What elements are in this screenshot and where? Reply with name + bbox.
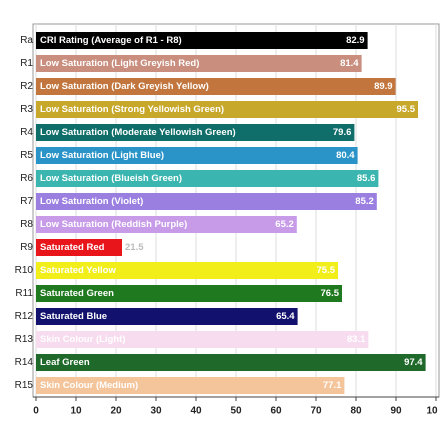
category-label: R11 — [15, 288, 33, 299]
bar-name: Saturated Red — [40, 242, 105, 253]
bar — [36, 32, 368, 49]
bar — [36, 193, 377, 210]
category-label: R1 — [20, 58, 33, 69]
category-label: R14 — [15, 357, 34, 368]
category-label: Ra — [20, 35, 33, 46]
bar-name: Leaf Green — [40, 357, 90, 368]
bar-name: Low Saturation (Strong Yellowish Green) — [40, 104, 224, 115]
bar-name: Low Saturation (Reddish Purple) — [40, 219, 187, 230]
value-label: 85.6 — [357, 173, 376, 184]
value-label: 89.9 — [374, 81, 393, 92]
value-label: 83.1 — [347, 334, 366, 345]
value-label: 77.1 — [323, 380, 342, 391]
category-label: R6 — [20, 173, 33, 184]
x-tick-label: 60 — [270, 406, 282, 417]
bar — [36, 331, 369, 348]
bar-name: CRI Rating (Average of R1 - R8) — [40, 35, 182, 46]
category-label: R12 — [15, 311, 34, 322]
value-label: 76.5 — [321, 288, 340, 299]
bar — [36, 101, 418, 118]
category-label: R13 — [15, 334, 34, 345]
bar-name: Skin Colour (Light) — [40, 334, 126, 345]
bar-name: Skin Colour (Medium) — [40, 380, 138, 391]
bar-name: Low Saturation (Moderate Yellowish Green… — [40, 127, 236, 138]
x-tick-label: 50 — [230, 406, 242, 417]
bar-name: Saturated Blue — [40, 311, 107, 322]
x-tick-label: 40 — [190, 406, 202, 417]
bar-name: Saturated Green — [40, 288, 114, 299]
bar-name: Low Saturation (Light Blue) — [40, 150, 164, 161]
x-tick-label: 30 — [150, 406, 162, 417]
bar — [36, 216, 297, 233]
bar — [36, 285, 342, 302]
bar — [36, 308, 298, 325]
x-tick-label: 70 — [310, 406, 322, 417]
category-label: R4 — [20, 127, 33, 138]
value-label: 97.4 — [404, 357, 423, 368]
x-tick-label: 20 — [110, 406, 122, 417]
x-tick-label: 80 — [350, 406, 362, 417]
x-tick-label: 10 — [426, 406, 438, 417]
category-label: R7 — [20, 196, 33, 207]
value-label: 95.5 — [397, 104, 416, 115]
bar — [36, 354, 426, 371]
value-label: 75.5 — [317, 265, 336, 276]
value-label: 85.2 — [355, 196, 374, 207]
value-label: 80.4 — [336, 150, 355, 161]
value-label: 81.4 — [340, 58, 359, 69]
bar — [36, 124, 355, 141]
category-label: R2 — [20, 81, 33, 92]
bar-name: Low Saturation (Dark Greyish Yellow) — [40, 81, 209, 92]
bar-name: Saturated Yellow — [40, 265, 116, 276]
value-label: 79.6 — [333, 127, 352, 138]
category-label: R10 — [15, 265, 34, 276]
bar — [36, 377, 345, 394]
x-tick-label: 90 — [390, 406, 402, 417]
category-label: R8 — [20, 219, 33, 230]
bar-name: Low Saturation (Blueish Green) — [40, 173, 182, 184]
value-label: 65.2 — [275, 219, 294, 230]
x-tick-label: 10 — [70, 406, 82, 417]
bar-name: Low Saturation (Light Greyish Red) — [40, 58, 199, 69]
bar-name: Low Saturation (Violet) — [40, 196, 143, 207]
value-label: 65.4 — [276, 311, 295, 322]
value-label: 21.5 — [125, 242, 144, 253]
value-label: 82.9 — [346, 35, 365, 46]
category-label: R3 — [20, 104, 33, 115]
bar — [36, 147, 358, 164]
bar — [36, 78, 396, 95]
category-label: R9 — [20, 242, 33, 253]
x-tick-label: 0 — [33, 406, 39, 417]
bar — [36, 239, 122, 256]
bar — [36, 262, 338, 279]
bar — [36, 170, 379, 187]
category-label: R15 — [15, 380, 34, 391]
bar — [36, 55, 362, 72]
category-label: R5 — [20, 150, 33, 161]
